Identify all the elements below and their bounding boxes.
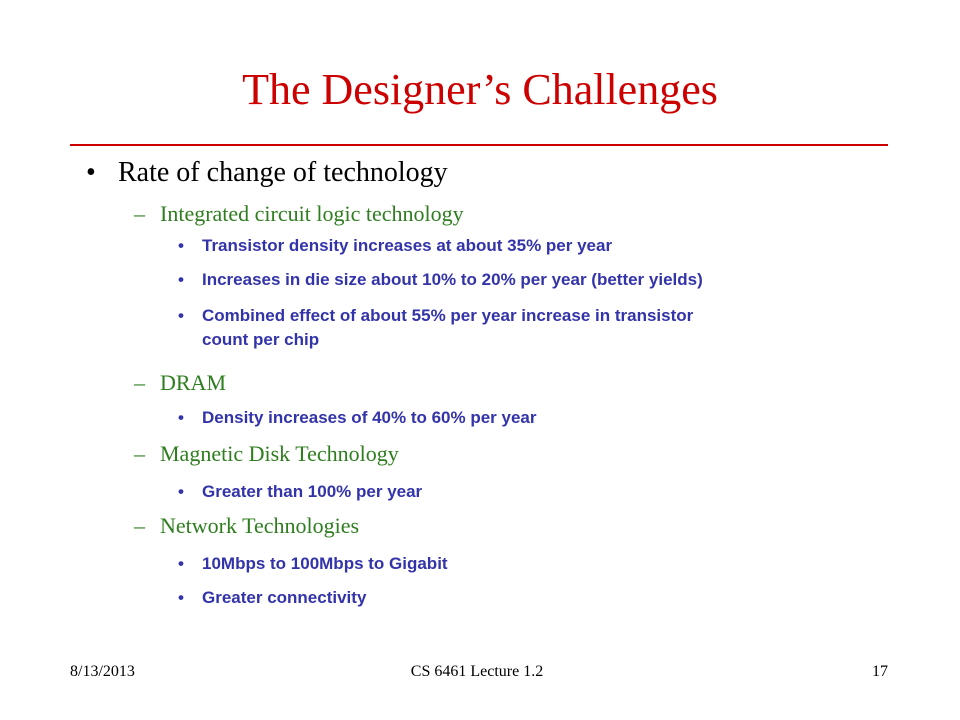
bullet-marker: • bbox=[178, 306, 184, 325]
title-divider bbox=[70, 144, 888, 146]
bullet-marker: • bbox=[178, 408, 184, 427]
dash-marker: – bbox=[134, 513, 145, 538]
dash-marker: – bbox=[134, 201, 145, 226]
bullet-marker: • bbox=[178, 270, 184, 289]
item-combined-effect: Combined effect of about 55% per year in… bbox=[202, 306, 694, 325]
bullet-marker: • bbox=[178, 588, 184, 607]
item-network-speeds: 10Mbps to 100Mbps to Gigabit bbox=[202, 554, 448, 573]
footer-date: 8/13/2013 bbox=[70, 663, 135, 680]
footer-course: CS 6461 Lecture 1.2 bbox=[410, 663, 544, 680]
subbullet-integrated-circuit: Integrated circuit logic technology bbox=[160, 201, 464, 226]
item-combined-effect-continued: count per chip bbox=[202, 330, 320, 349]
dash-marker: – bbox=[134, 370, 145, 395]
item-transistor-density: Transistor density increases at about 35… bbox=[202, 236, 613, 255]
subbullet-magnetic-disk: Magnetic Disk Technology bbox=[160, 441, 399, 466]
bullet-marker: • bbox=[86, 157, 96, 188]
bullet-marker: • bbox=[178, 482, 184, 501]
slide-title: The Designer’s Challenges bbox=[242, 65, 718, 114]
subbullet-network: Network Technologies bbox=[160, 513, 360, 538]
bullet-rate-of-change: Rate of change of technology bbox=[118, 157, 448, 188]
item-disk-growth: Greater than 100% per year bbox=[202, 482, 423, 501]
bullet-marker: • bbox=[178, 554, 184, 573]
item-dram-density: Density increases of 40% to 60% per year bbox=[202, 408, 537, 427]
footer-page-number: 17 bbox=[872, 663, 888, 680]
subbullet-dram: DRAM bbox=[160, 370, 227, 395]
item-connectivity: Greater connectivity bbox=[202, 588, 367, 607]
bullet-marker: • bbox=[178, 236, 184, 255]
dash-marker: – bbox=[134, 441, 145, 466]
item-die-size: Increases in die size about 10% to 20% p… bbox=[202, 270, 703, 289]
